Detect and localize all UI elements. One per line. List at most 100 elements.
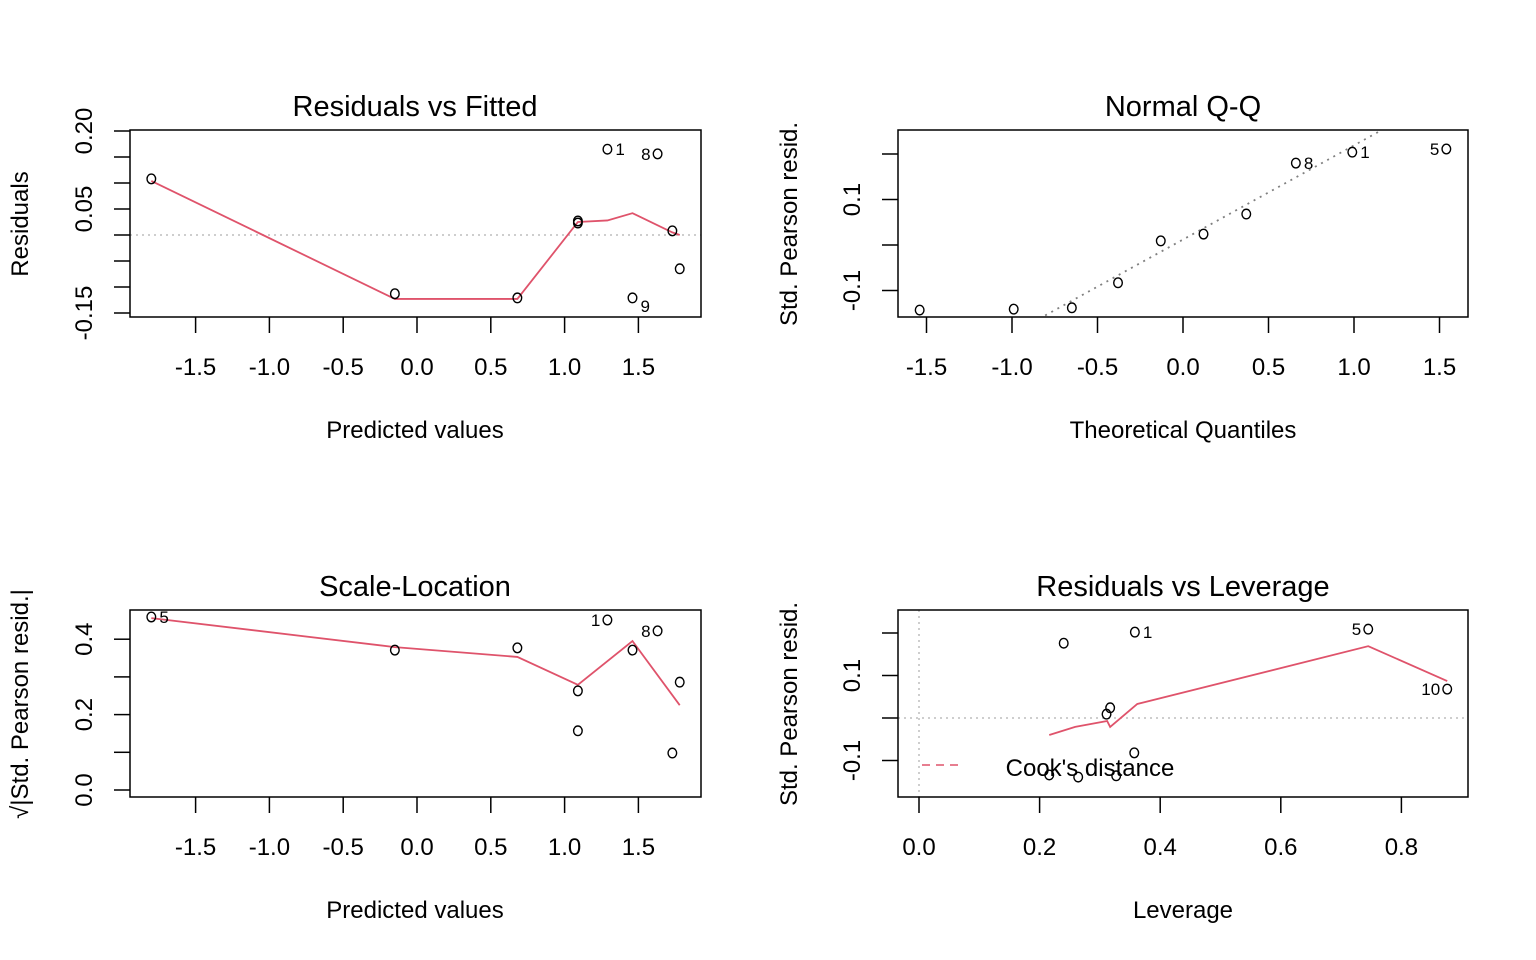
x-tick-label: 1.5 — [1423, 354, 1456, 381]
data-point — [1129, 626, 1140, 638]
x-tick-label: 0.5 — [474, 834, 507, 861]
data-point — [1442, 683, 1453, 695]
y-tick-label: 0.1 — [839, 183, 866, 216]
x-tick-label: 1.0 — [548, 834, 581, 861]
x-tick-label: 0.0 — [902, 834, 935, 861]
x-tick-label: 0.0 — [400, 354, 433, 381]
data-point — [146, 611, 157, 623]
x-tick-label: 0.2 — [1023, 834, 1056, 861]
legend-label: Cook's distance — [1006, 755, 1175, 782]
point-label: 5 — [159, 608, 168, 627]
data-point — [1441, 143, 1452, 155]
x-tick-label: 0.5 — [1252, 354, 1285, 381]
data-point — [572, 217, 583, 229]
title-residuals-vs-fitted: Residuals vs Fitted — [293, 91, 538, 123]
x-tick-label: 1.5 — [622, 834, 655, 861]
legend-cooks-distance: Cook's distance — [922, 755, 1174, 782]
point-label: 10 — [1421, 680, 1440, 699]
x-tick-label: 0.6 — [1264, 834, 1297, 861]
xlabel-normal-qq: Theoretical Quantiles — [1070, 417, 1297, 444]
data-point — [1066, 302, 1077, 314]
plot-frame — [129, 609, 702, 798]
panel-1: -1.5 -1.0 -0.5 0.0 0.5 1.0 1.5 -0.15 0.05 0.20 1 8 9 — [71, 108, 702, 381]
x-tick-label: -0.5 — [1077, 354, 1118, 381]
x-tick-label: -1.0 — [991, 354, 1032, 381]
y-tick-label: 0.1 — [839, 659, 866, 692]
point-label: 8 — [641, 145, 650, 164]
y-tick-label: -0.15 — [71, 286, 98, 341]
data-point — [1008, 303, 1019, 315]
y-tick-label: 0.0 — [71, 773, 98, 806]
data-point — [1058, 637, 1069, 649]
data-point — [914, 304, 925, 316]
point-label: 5 — [1352, 620, 1361, 639]
ylabel-residuals-vs-leverage: Std. Pearson resid. — [776, 602, 803, 806]
data-point — [1113, 277, 1124, 289]
x-tick-label: 0.4 — [1144, 834, 1177, 861]
data-point — [389, 644, 400, 656]
xlabel-residuals-vs-fitted: Predicted values — [326, 417, 503, 444]
point-label: 1 — [1143, 623, 1152, 642]
data-point — [602, 614, 613, 626]
y-tick-label: -0.1 — [839, 270, 866, 311]
data-point — [146, 173, 157, 185]
data-point — [389, 288, 400, 300]
data-point — [1241, 208, 1252, 220]
xlabel-scale-location: Predicted values — [326, 897, 503, 924]
ylabel-residuals-vs-fitted: Residuals — [7, 171, 34, 276]
y-tick-label: 0.20 — [71, 108, 98, 155]
panel-4: 0.0 0.2 0.4 0.6 0.8 -0.1 0.1 1 5 10 — [839, 609, 1469, 861]
title-residuals-vs-leverage: Residuals vs Leverage — [1036, 571, 1329, 603]
point-label: 8 — [1304, 154, 1313, 173]
data-point — [627, 292, 638, 304]
x-tick-label: -1.0 — [249, 834, 290, 861]
data-point — [667, 225, 678, 237]
title-normal-qq: Normal Q-Q — [1105, 91, 1261, 123]
x-tick-label: -1.5 — [175, 834, 216, 861]
x-tick-label: -1.5 — [906, 354, 947, 381]
data-point — [1363, 623, 1374, 635]
x-tick-label: 0.8 — [1385, 834, 1418, 861]
data-point — [1101, 708, 1112, 720]
point-label: 9 — [640, 297, 649, 316]
smooth-line — [150, 180, 681, 300]
plot-frame — [129, 129, 702, 318]
x-tick-label: 0.0 — [400, 834, 433, 861]
y-tick-label: 0.05 — [71, 186, 98, 233]
ylabel-normal-qq: Std. Pearson resid. — [776, 122, 803, 326]
x-tick-label: 0.0 — [1166, 354, 1199, 381]
data-point — [667, 747, 678, 759]
data-point — [674, 676, 685, 688]
point-label: 5 — [1430, 140, 1439, 159]
ylabel-scale-location: √|Std. Pearson resid.| — [7, 589, 34, 819]
data-point — [512, 292, 523, 304]
data-point — [1290, 157, 1301, 169]
data-point — [674, 263, 685, 275]
x-tick-label: -0.5 — [323, 354, 364, 381]
data-point — [1073, 771, 1084, 783]
point-label: 1 — [591, 611, 600, 630]
data-point — [1129, 747, 1140, 759]
smooth-line — [151, 617, 681, 706]
data-point — [1155, 235, 1166, 247]
data-point — [1347, 146, 1358, 158]
point-label: 1 — [615, 140, 624, 159]
x-tick-label: -1.0 — [249, 354, 290, 381]
data-point — [572, 725, 583, 737]
data-point — [572, 685, 583, 697]
data-point — [627, 644, 638, 656]
y-tick-label: -0.1 — [839, 740, 866, 781]
smooth-line — [1048, 645, 1448, 736]
x-tick-label: 0.5 — [474, 354, 507, 381]
x-tick-label: -0.5 — [323, 834, 364, 861]
panel-2: -1.5 -1.0 -0.5 0.0 0.5 1.0 1.5 -0.1 0.1 8 1 5 — [839, 129, 1469, 381]
panel-3: -1.5 -1.0 -0.5 0.0 0.5 1.0 1.5 0.0 0.2 0.4 5 1 8 — [71, 608, 702, 861]
x-tick-label: -1.5 — [175, 354, 216, 381]
y-tick-label: 0.2 — [71, 698, 98, 731]
data-point — [652, 148, 663, 160]
plot-frame — [897, 609, 1469, 798]
data-point — [602, 143, 613, 155]
x-tick-label: 1.0 — [1337, 354, 1370, 381]
